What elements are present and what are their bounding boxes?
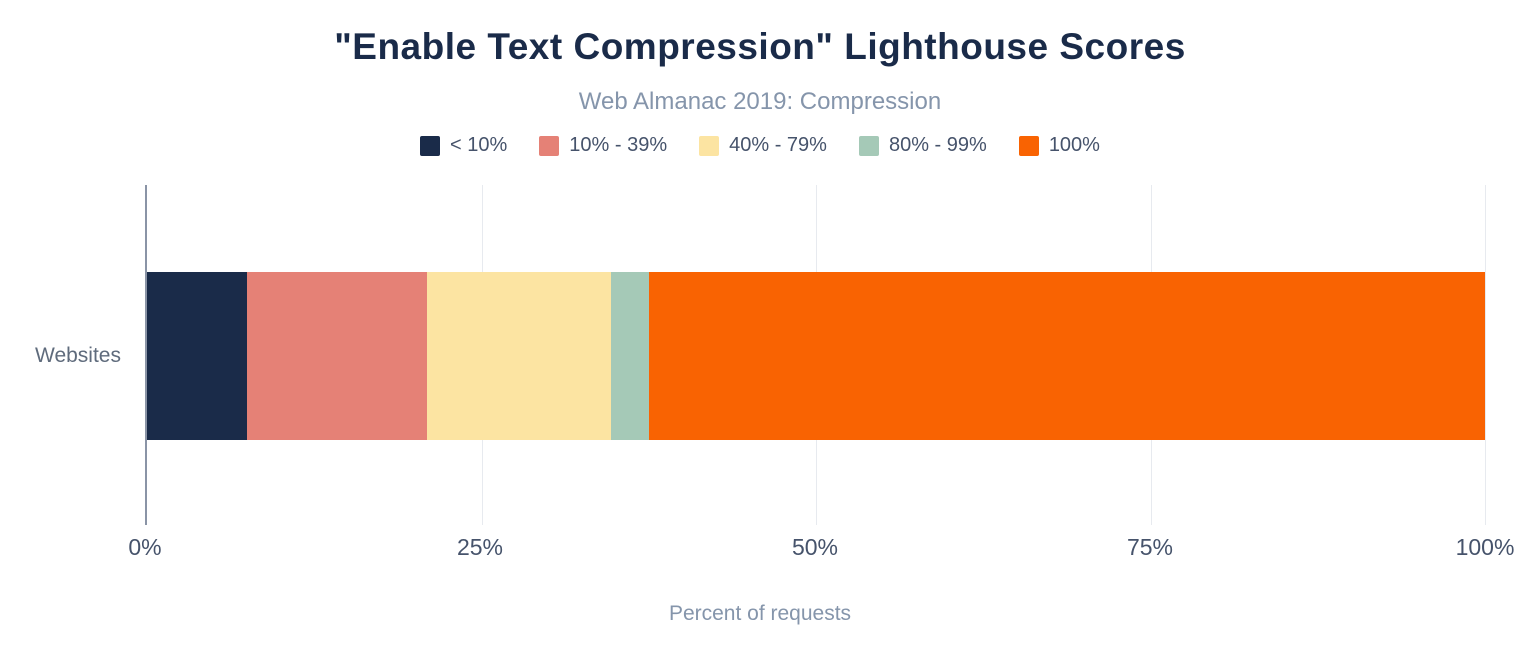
legend-label: 100% bbox=[1048, 134, 1100, 156]
legend-label: 10% - 39% bbox=[569, 134, 668, 156]
legend-swatch-icon bbox=[1018, 135, 1039, 156]
legend-item-4[interactable]: 80% - 99% bbox=[858, 134, 987, 157]
y-category-label: Websites bbox=[35, 344, 121, 367]
chart-title: "Enable Text Compression" Lighthouse Sco… bbox=[334, 26, 1186, 67]
bar-segment-5[interactable] bbox=[648, 272, 1485, 440]
stacked-bar bbox=[147, 272, 1485, 440]
legend: < 10% 10% - 39% 40% - 79% 80% - 99% 100% bbox=[0, 134, 1520, 157]
plot-area bbox=[145, 185, 1486, 525]
legend-item-5[interactable]: 100% bbox=[1018, 134, 1100, 157]
legend-swatch-icon bbox=[539, 135, 560, 156]
bar-segment-3[interactable] bbox=[426, 272, 612, 440]
bar-segment-4[interactable] bbox=[611, 272, 649, 440]
chart-subtitle: Web Almanac 2019: Compression bbox=[578, 88, 942, 115]
gridline bbox=[1485, 185, 1486, 525]
legend-label: < 10% bbox=[450, 134, 508, 156]
x-axis-ticks: 0% 25% 50% 75% 100% bbox=[128, 534, 1514, 566]
legend-swatch-icon bbox=[420, 135, 441, 156]
legend-label: 40% - 79% bbox=[729, 134, 827, 156]
legend-swatch-icon bbox=[858, 135, 879, 156]
x-tick-label: 75% bbox=[1126, 534, 1174, 560]
bar-segment-2[interactable] bbox=[247, 272, 427, 440]
x-tick-label: 50% bbox=[791, 534, 839, 560]
x-tick-label: 100% bbox=[1455, 534, 1515, 560]
x-axis-label: Percent of requests bbox=[668, 602, 852, 625]
legend-swatch-icon bbox=[699, 135, 720, 156]
legend-item-1[interactable]: < 10% bbox=[420, 134, 507, 157]
legend-item-2[interactable]: 10% - 39% bbox=[539, 134, 667, 157]
legend-label: 80% - 99% bbox=[888, 134, 987, 156]
bar-segment-1[interactable] bbox=[147, 272, 248, 440]
x-tick-label: 25% bbox=[456, 534, 504, 560]
legend-item-3[interactable]: 40% - 79% bbox=[699, 134, 827, 157]
x-tick-label: 0% bbox=[128, 534, 162, 560]
